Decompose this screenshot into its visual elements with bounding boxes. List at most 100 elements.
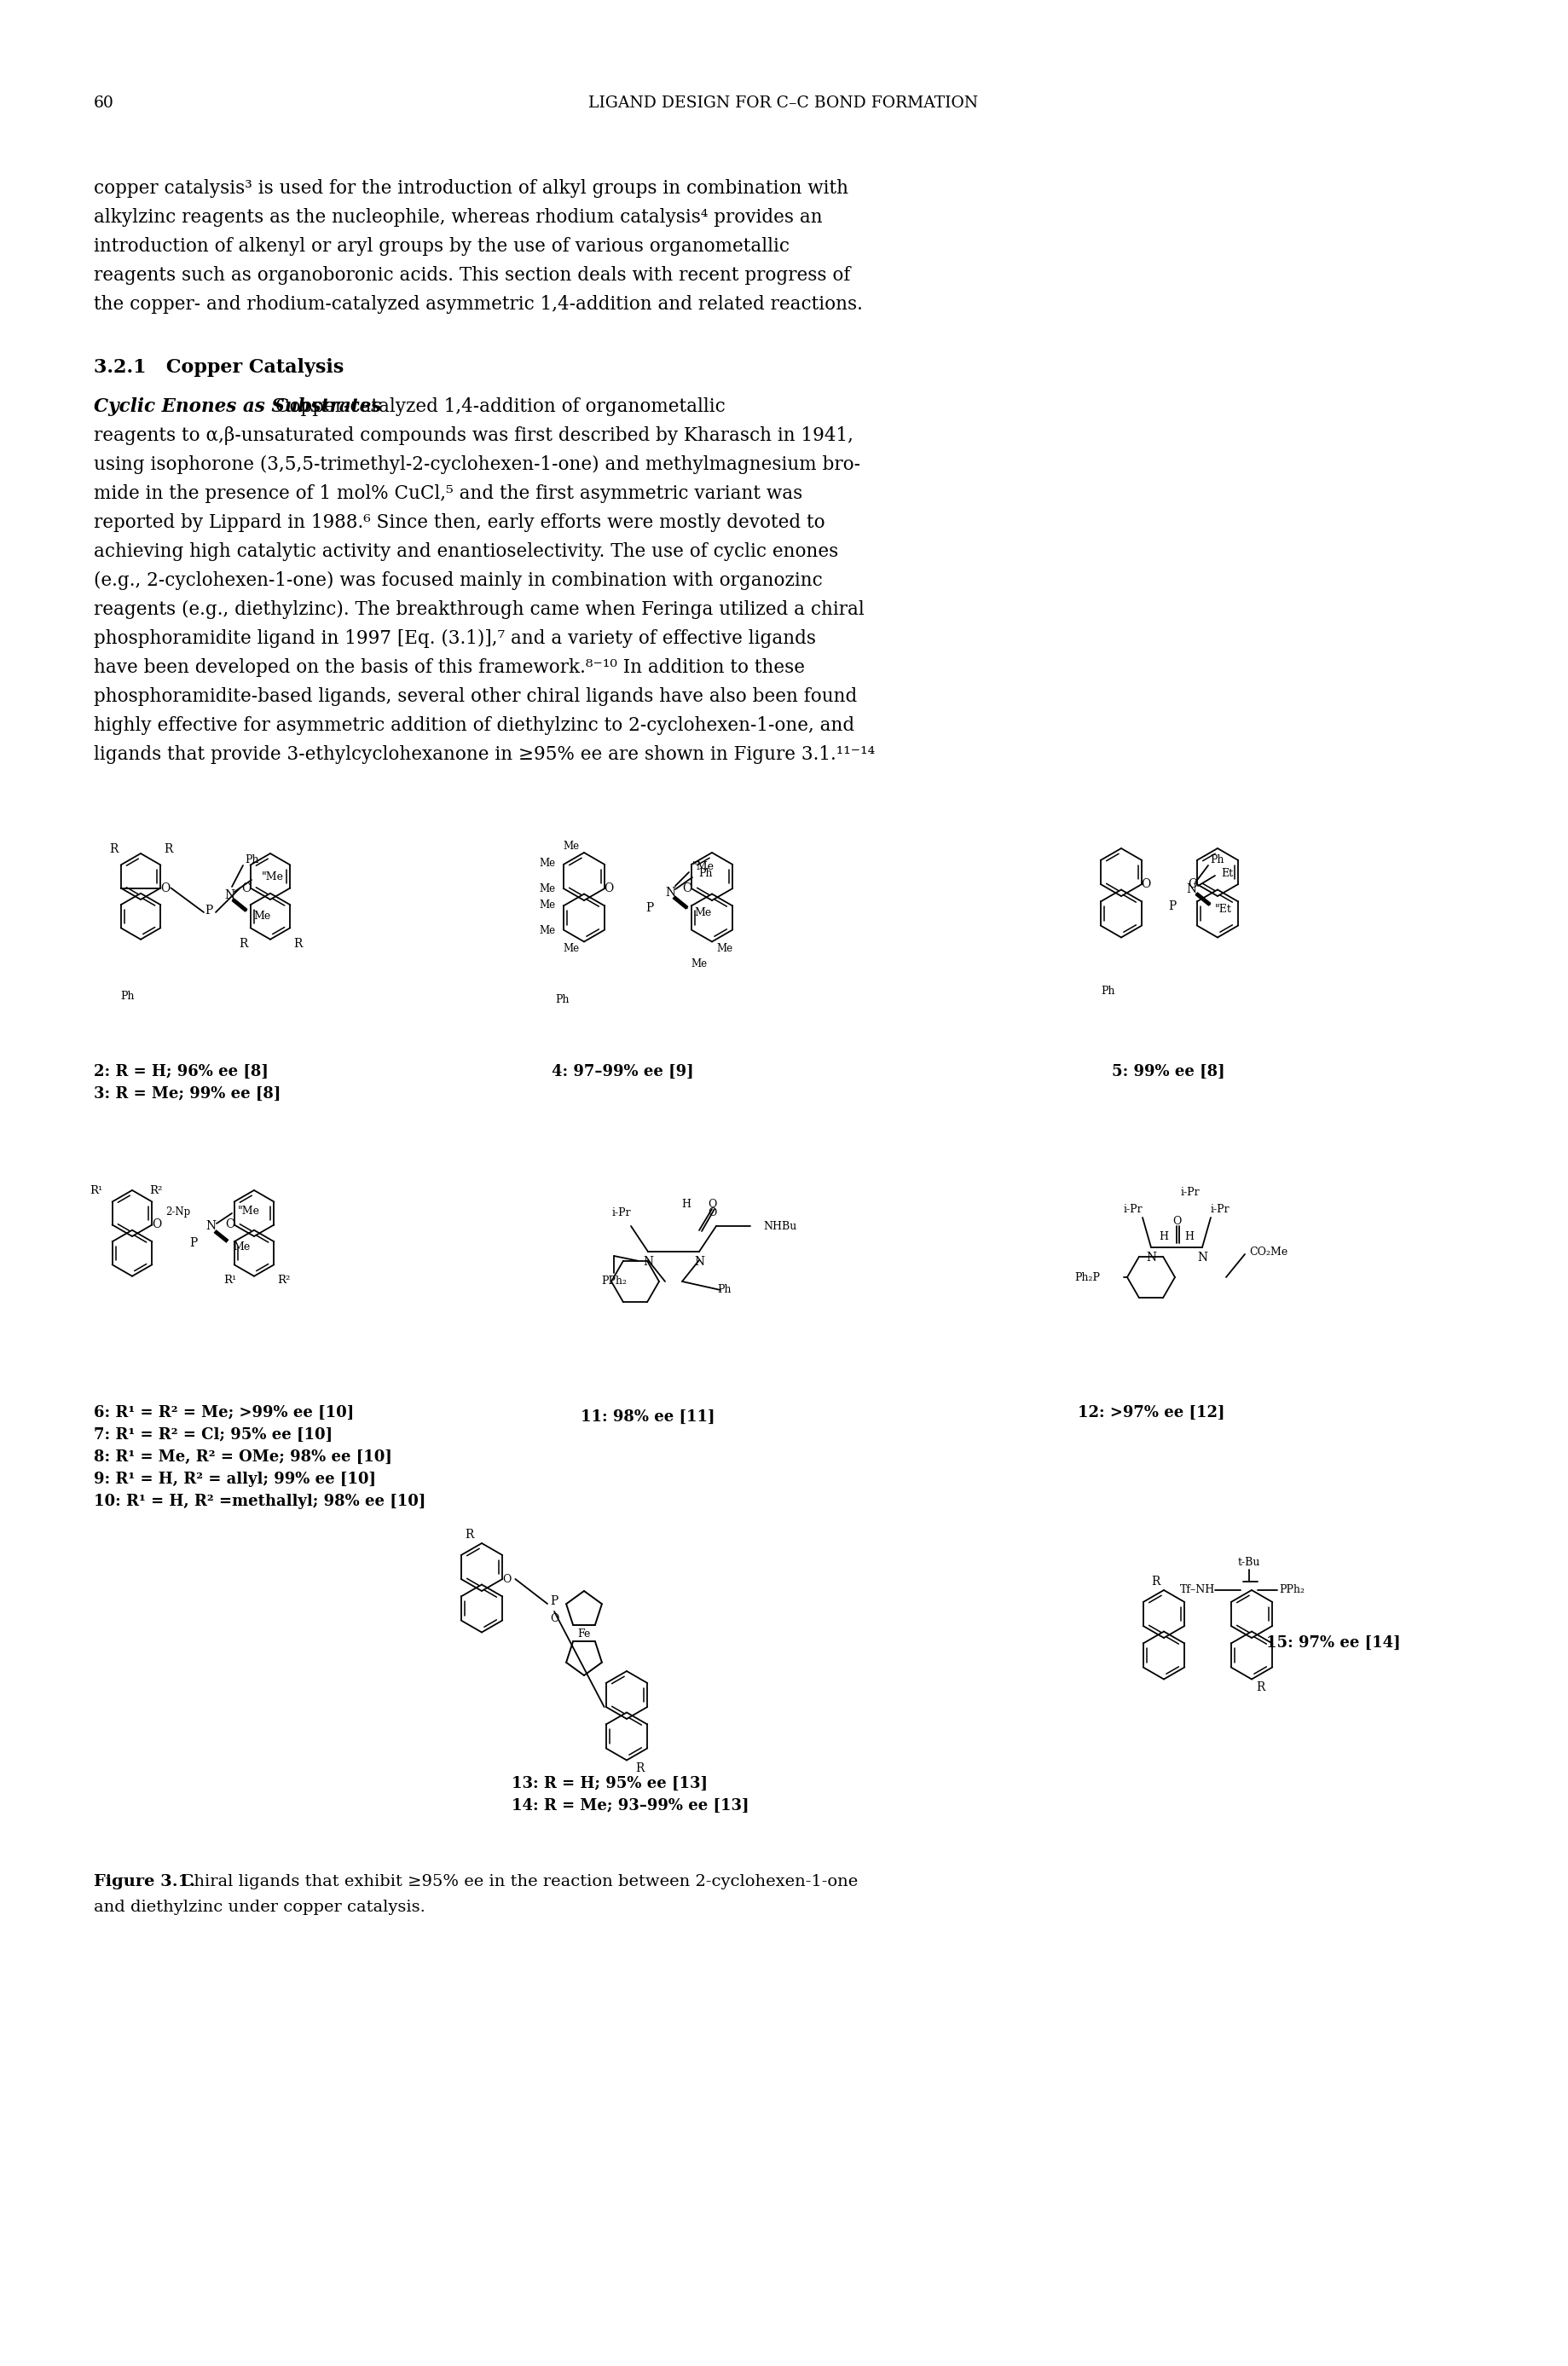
Text: O: O [550, 1614, 558, 1623]
Text: Ph: Ph [718, 1285, 732, 1297]
Text: Me: Me [232, 1242, 249, 1252]
Text: R: R [238, 937, 248, 949]
Text: O: O [682, 883, 691, 894]
Text: N: N [205, 1221, 216, 1233]
Text: highly effective for asymmetric addition of diethylzinc to 2-cyclohexen-1-one, a: highly effective for asymmetric addition… [94, 717, 855, 736]
Text: 12: >97% ee [12]: 12: >97% ee [12] [1077, 1405, 1225, 1420]
Text: 5: 99% ee [8]: 5: 99% ee [8] [1112, 1065, 1225, 1079]
Text: 8: R¹ = Me, R² = OMe; 98% ee [10]: 8: R¹ = Me, R² = OMe; 98% ee [10] [94, 1450, 392, 1465]
Text: R: R [293, 937, 303, 949]
Text: P: P [190, 1237, 198, 1249]
Text: Me: Me [539, 885, 557, 894]
Text: reagents (e.g., diethylzinc). The breakthrough came when Feringa utilized a chir: reagents (e.g., diethylzinc). The breakt… [94, 601, 864, 620]
Text: 2: R = H; 96% ee [8]: 2: R = H; 96% ee [8] [94, 1065, 268, 1079]
Text: phosphoramidite ligand in 1997 [Eq. (3.1)],⁷ and a variety of effective ligands: phosphoramidite ligand in 1997 [Eq. (3.1… [94, 629, 815, 648]
Text: 3.2.1   Copper Catalysis: 3.2.1 Copper Catalysis [94, 357, 343, 376]
Text: Tf–NH: Tf–NH [1179, 1585, 1215, 1595]
Text: Cyclic Enones as Substrates: Cyclic Enones as Substrates [94, 397, 381, 416]
Text: (e.g., 2-cyclohexen-1-one) was focused mainly in combination with organozinc: (e.g., 2-cyclohexen-1-one) was focused m… [94, 570, 823, 589]
Text: O: O [1142, 878, 1151, 890]
Text: phosphoramidite-based ligands, several other chiral ligands have also been found: phosphoramidite-based ligands, several o… [94, 686, 858, 705]
Text: 60: 60 [94, 95, 114, 111]
Text: Me: Me [539, 859, 557, 868]
Text: R: R [464, 1528, 474, 1540]
Text: Me: Me [695, 909, 712, 918]
Text: O: O [502, 1573, 511, 1585]
Text: O: O [224, 1218, 235, 1230]
Text: mide in the presence of 1 mol% CuCl,⁵ and the first asymmetric variant was: mide in the presence of 1 mol% CuCl,⁵ an… [94, 485, 803, 504]
Text: i-Pr: i-Pr [1210, 1204, 1229, 1214]
Text: 3: R = Me; 99% ee [8]: 3: R = Me; 99% ee [8] [94, 1086, 281, 1103]
Text: Ph: Ph [1101, 987, 1115, 996]
Text: H: H [682, 1200, 691, 1211]
Text: 7: R¹ = R² = Cl; 95% ee [10]: 7: R¹ = R² = Cl; 95% ee [10] [94, 1427, 332, 1443]
Text: H: H [1185, 1233, 1195, 1242]
Text: R¹: R¹ [224, 1275, 237, 1287]
Text: R¹: R¹ [89, 1185, 102, 1195]
Text: Me: Me [539, 925, 557, 937]
Text: P: P [550, 1595, 558, 1607]
Text: 14: R = Me; 93–99% ee [13]: 14: R = Me; 93–99% ee [13] [511, 1798, 750, 1812]
Text: R²: R² [278, 1275, 290, 1287]
Text: alkylzinc reagents as the nucleophile, whereas rhodium catalysis⁴ provides an: alkylzinc reagents as the nucleophile, w… [94, 208, 823, 227]
Text: Chiral ligands that exhibit ≥95% ee in the reaction between 2-cyclohexen-1-one: Chiral ligands that exhibit ≥95% ee in t… [171, 1874, 858, 1890]
Text: Ph: Ph [245, 854, 259, 866]
Text: reported by Lippard in 1988.⁶ Since then, early efforts were mostly devoted to: reported by Lippard in 1988.⁶ Since then… [94, 513, 825, 532]
Text: R: R [635, 1763, 644, 1774]
Text: O: O [241, 883, 251, 894]
Text: 6: R¹ = R² = Me; >99% ee [10]: 6: R¹ = R² = Me; >99% ee [10] [94, 1405, 354, 1420]
Text: NHBu: NHBu [764, 1221, 797, 1233]
Text: achieving high catalytic activity and enantioselectivity. The use of cyclic enon: achieving high catalytic activity and en… [94, 542, 839, 561]
Text: O: O [1187, 878, 1198, 890]
Text: reagents to α,β-unsaturated compounds was first described by Kharasch in 1941,: reagents to α,β-unsaturated compounds wa… [94, 426, 853, 445]
Text: 11: 98% ee [11]: 11: 98% ee [11] [580, 1410, 715, 1424]
Text: 2-Np: 2-Np [165, 1207, 190, 1218]
Text: 13: R = H; 95% ee [13]: 13: R = H; 95% ee [13] [511, 1777, 707, 1791]
Text: O: O [160, 883, 169, 894]
Text: O: O [1173, 1216, 1181, 1228]
Text: PPh₂: PPh₂ [1279, 1585, 1305, 1595]
Text: R: R [1151, 1576, 1160, 1588]
Text: O: O [707, 1200, 717, 1211]
Text: R: R [163, 842, 172, 854]
Text: O: O [152, 1218, 162, 1230]
Text: i-Pr: i-Pr [1123, 1204, 1143, 1214]
Text: Me: Me [539, 899, 557, 911]
Text: "Me: "Me [693, 861, 715, 873]
Text: O: O [707, 1207, 717, 1218]
Text: "Et: "Et [1215, 904, 1232, 916]
Text: 9: R¹ = H, R² = allyl; 99% ee [10]: 9: R¹ = H, R² = allyl; 99% ee [10] [94, 1472, 376, 1486]
Text: H: H [1159, 1233, 1168, 1242]
Text: LIGAND DESIGN FOR C–C BOND FORMATION: LIGAND DESIGN FOR C–C BOND FORMATION [588, 95, 978, 111]
Text: N: N [665, 887, 676, 899]
Text: t-Bu: t-Bu [1237, 1557, 1261, 1569]
Text: Ph: Ph [1210, 854, 1225, 866]
Text: "Me: "Me [238, 1204, 260, 1216]
Text: O: O [604, 883, 615, 894]
Text: N: N [643, 1256, 654, 1268]
Text: Me: Me [717, 944, 732, 953]
Text: 15: 97% ee [14]: 15: 97% ee [14] [1267, 1635, 1400, 1651]
Text: CO₂Me: CO₂Me [1250, 1247, 1287, 1256]
Text: R: R [110, 842, 118, 854]
Text: introduction of alkenyl or aryl groups by the use of various organometallic: introduction of alkenyl or aryl groups b… [94, 237, 790, 256]
Text: N: N [1146, 1252, 1156, 1263]
Text: R²: R² [149, 1185, 163, 1195]
Text: Me: Me [691, 958, 707, 970]
Text: Figure 3.1.: Figure 3.1. [94, 1874, 196, 1890]
Text: Fe: Fe [577, 1628, 591, 1640]
Text: 10: R¹ = H, R² =methallyl; 98% ee [10]: 10: R¹ = H, R² =methallyl; 98% ee [10] [94, 1493, 426, 1510]
Text: i-Pr: i-Pr [1181, 1185, 1200, 1197]
Text: Me: Me [563, 840, 580, 852]
Text: Copper-catalyzed 1,4-addition of organometallic: Copper-catalyzed 1,4-addition of organom… [276, 397, 726, 416]
Text: ligands that provide 3-ethylcyclohexanone in ≥95% ee are shown in Figure 3.1.¹¹⁻: ligands that provide 3-ethylcyclohexanon… [94, 745, 875, 764]
Text: reagents such as organoboronic acids. This section deals with recent progress of: reagents such as organoboronic acids. Th… [94, 265, 850, 284]
Text: N: N [224, 890, 235, 901]
Text: and diethylzinc under copper catalysis.: and diethylzinc under copper catalysis. [94, 1900, 425, 1914]
Text: Et: Et [1221, 868, 1232, 880]
Text: R: R [1256, 1682, 1265, 1694]
Text: Ph: Ph [121, 991, 135, 1001]
Text: i-Pr: i-Pr [612, 1207, 630, 1218]
Text: N: N [1185, 883, 1196, 894]
Text: PPh₂: PPh₂ [601, 1275, 627, 1287]
